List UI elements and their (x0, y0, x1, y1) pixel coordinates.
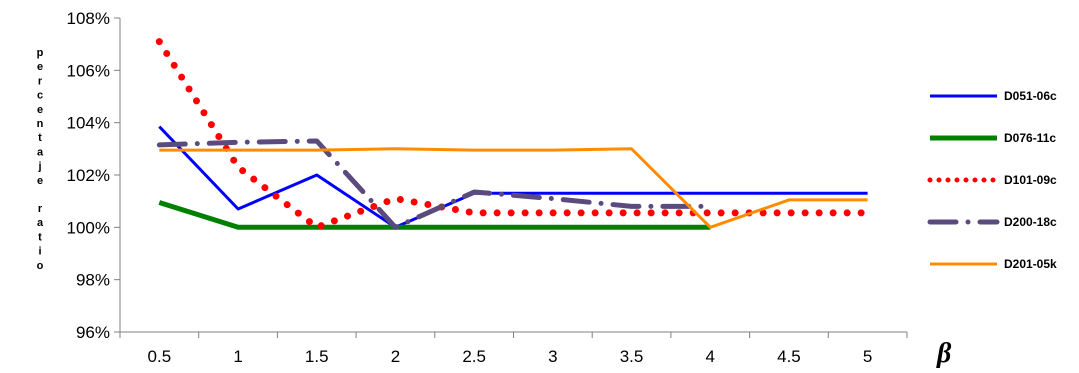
legend-label: D101-09c (1004, 173, 1057, 187)
x-tick-label: 4.5 (777, 347, 801, 366)
y-tick-label: 108% (67, 9, 110, 28)
legend-entry-d101-09c: D101-09c (927, 173, 1057, 187)
y-axis-label-letter: e (37, 104, 43, 116)
y-axis-label-letter: c (37, 90, 43, 102)
series-line-d200-18c (156, 138, 713, 230)
series-line-d101-09c (155, 38, 872, 231)
legend-entry-d076-11c: D076-11c (930, 131, 1056, 145)
legend-label: D201-05k (1004, 257, 1057, 271)
series-line-d201-05k (159, 147, 868, 229)
x-tick-label: 3.5 (620, 347, 644, 366)
y-axis-label-letter: t (38, 231, 42, 243)
legend-entry-d200-18c: D200-18c (927, 215, 1057, 229)
x-tick-label: 4 (706, 347, 715, 366)
y-axis-label-letter: r (38, 203, 43, 215)
y-axis-label-letter: t (38, 132, 42, 144)
y-axis-label-letter: e (37, 61, 43, 73)
y-axis-label-letter: p (37, 47, 44, 59)
x-tick-label: 5 (863, 347, 872, 366)
axes (119, 18, 907, 333)
y-axis-label-letter: j (37, 161, 41, 173)
legend-label: D200-18c (1004, 215, 1057, 229)
legend-entry-d201-05k: D201-05k (930, 257, 1057, 271)
x-tick-label: 2.5 (462, 347, 486, 366)
y-axis-label-letter: a (37, 146, 44, 158)
y-tick-label: 96% (76, 323, 110, 342)
legend-label: D051-06c (1004, 89, 1057, 103)
y-tick-label: 102% (67, 166, 110, 185)
y-tick-label: 98% (76, 271, 110, 290)
y-axis-label-letter: o (37, 260, 44, 272)
y-tick-label: 106% (67, 61, 110, 80)
x-tick-label: 0.5 (148, 347, 172, 366)
x-tick-label: 2 (391, 347, 400, 366)
legend: D051-06c D076-11c D101-09c D200-18c D201-05k (927, 89, 1057, 271)
y-axis-ticks: 96% 98% 100% 102% 104% 106% 108% (67, 9, 120, 342)
y-axis-label-letter: n (37, 118, 44, 130)
y-axis-label-letter: e (37, 175, 43, 187)
y-tick-label: 104% (67, 114, 110, 133)
series-lines (155, 38, 872, 231)
y-axis-label-letter: r (38, 75, 43, 87)
x-tick-label: 3 (548, 347, 557, 366)
y-axis-label-letter: i (38, 246, 41, 258)
x-axis-label: β (936, 338, 952, 369)
x-axis-ticks: 0.5 1 1.5 2 2.5 3 3.5 4 4.5 5 (119, 332, 908, 366)
x-tick-label: 1 (233, 347, 242, 366)
series-line-d076-11c (158, 200, 711, 230)
y-axis-label-letter: a (37, 217, 44, 229)
legend-entry-d051-06c: D051-06c (930, 89, 1057, 103)
legend-label: D076-11c (1004, 131, 1056, 145)
y-tick-label: 100% (67, 218, 110, 237)
x-tick-label: 1.5 (305, 347, 329, 366)
